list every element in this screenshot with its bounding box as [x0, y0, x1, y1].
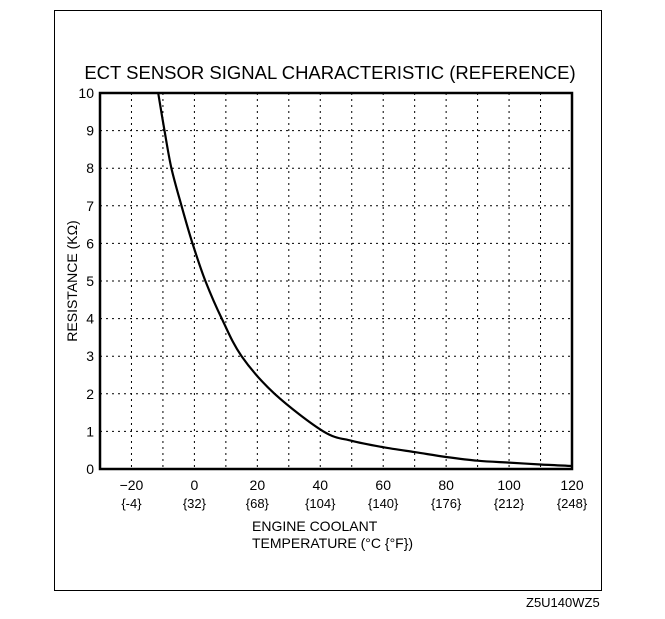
x-tick-label-fahrenheit: {212}: [494, 496, 525, 511]
y-tick-label: 6: [86, 235, 94, 251]
y-tick-label: 4: [86, 311, 94, 327]
y-tick-label: 5: [86, 273, 94, 289]
x-tick-label-celsius: 100: [497, 477, 521, 493]
x-tick-label-celsius: 0: [191, 477, 199, 493]
x-tick-label-fahrenheit: {68}: [246, 496, 270, 511]
x-tick-label-fahrenheit: {104}: [305, 496, 336, 511]
figure-code: Z5U140WZ5: [526, 595, 600, 610]
x-tick-label-celsius: 20: [250, 477, 266, 493]
x-tick-label-fahrenheit: {-4}: [121, 496, 142, 511]
y-tick-label: 3: [86, 348, 94, 364]
x-tick-label-fahrenheit: {248}: [557, 496, 588, 511]
plot-border: [98, 91, 574, 471]
y-tick-label: 2: [86, 386, 94, 402]
x-tick-label-fahrenheit: {140}: [368, 496, 399, 511]
x-tick-label-fahrenheit: {176}: [431, 496, 462, 511]
y-tick-label: 7: [86, 198, 94, 214]
y-axis-label: RESISTANCE (KΩ): [64, 220, 80, 341]
x-axis-label-line1: ENGINE COOLANT: [252, 518, 378, 534]
x-tick-label-celsius: 120: [560, 477, 584, 493]
y-tick-label: 1: [86, 423, 94, 439]
y-tick-label: 0: [86, 461, 94, 477]
y-tick-label: 9: [86, 123, 94, 139]
y-tick-label: 10: [78, 85, 94, 101]
chart-title: ECT SENSOR SIGNAL CHARACTERISTIC (REFERE…: [84, 62, 575, 83]
x-tick-labels: −20 {-4} 0 {32} 20 {68} 40 {104} 60 {140} 80 {176} 1…: [120, 477, 588, 511]
grid: [100, 93, 572, 469]
x-tick-label-celsius: 40: [312, 477, 328, 493]
x-tick-label-fahrenheit: {32}: [183, 496, 207, 511]
y-tick-label: 8: [86, 160, 94, 176]
figure-frame: [54, 10, 602, 591]
y-tick-labels: 0 1 2 3 4 5 6 7 8 9 10: [78, 85, 94, 477]
x-tick-label-celsius: 80: [438, 477, 454, 493]
x-axis-label-line2: TEMPERATURE (°C {°F}): [252, 535, 413, 551]
series-line-ect-resistance: [157, 92, 573, 468]
x-tick-label-celsius: 60: [375, 477, 391, 493]
x-tick-label-celsius: −20: [120, 477, 144, 493]
